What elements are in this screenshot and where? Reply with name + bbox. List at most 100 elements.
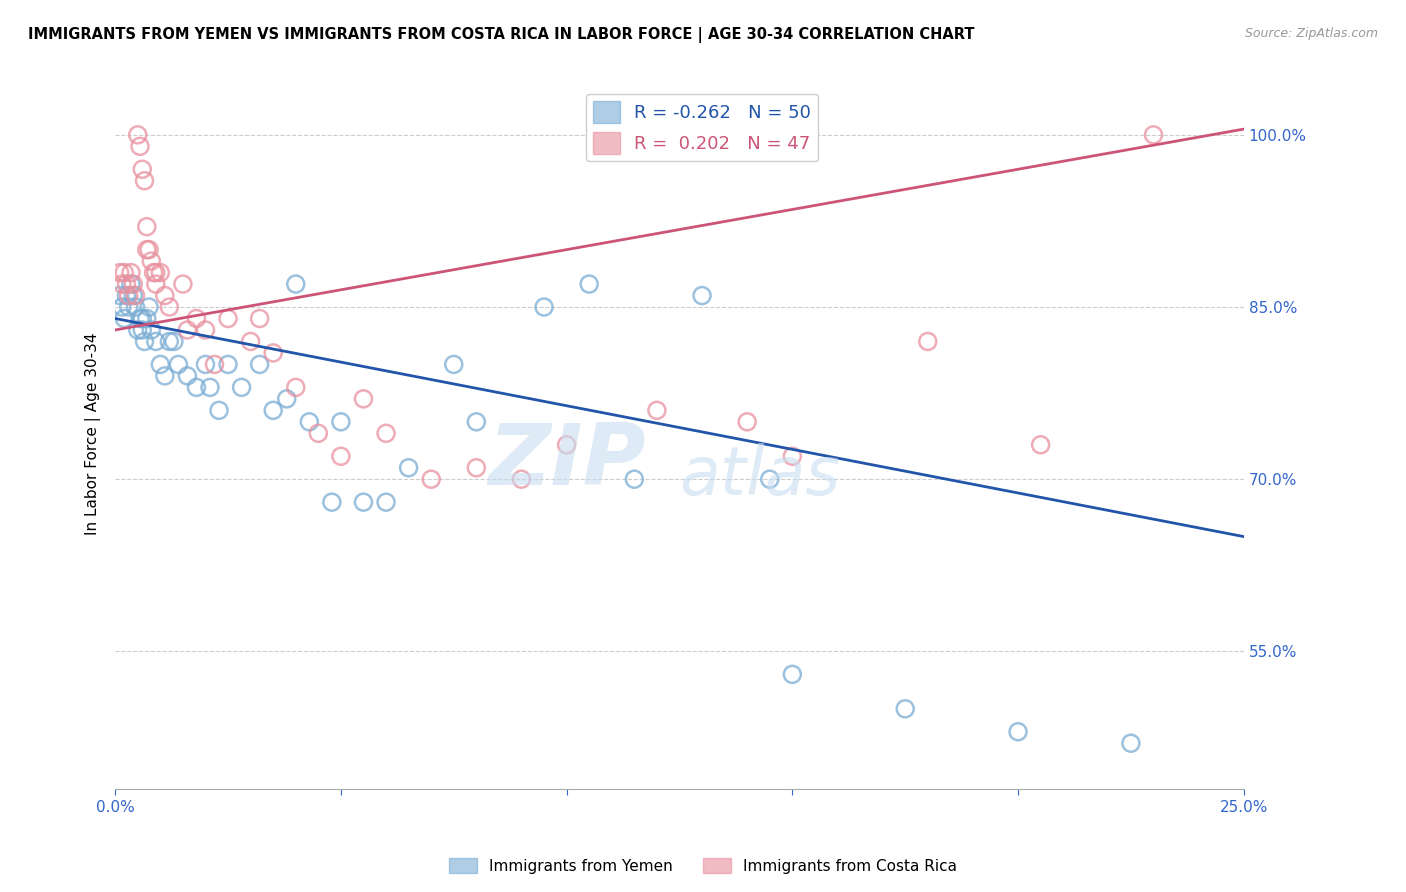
Point (204, 358, 226, 372)
Point (138, 243, 160, 257)
Point (321, 495, 343, 509)
Point (353, 392, 375, 406)
Point (124, 288, 146, 302)
Point (149, 266, 172, 280)
Point (249, 358, 271, 372)
Point (129, 139, 152, 153)
Point (262, 403, 284, 417)
Legend: Immigrants from Yemen, Immigrants from Costa Rica: Immigrants from Yemen, Immigrants from C… (443, 852, 963, 880)
Point (172, 277, 194, 291)
Point (131, 323, 153, 337)
Text: IMMIGRANTS FROM YEMEN VS IMMIGRANTS FROM COSTA RICA IN LABOR FORCE | AGE 30-34 C: IMMIGRANTS FROM YEMEN VS IMMIGRANTS FROM… (28, 27, 974, 43)
Text: Source: ZipAtlas.com: Source: ZipAtlas.com (1244, 27, 1378, 40)
Point (398, 460, 420, 475)
Point (690, 128, 713, 142)
Point (578, 277, 600, 291)
Point (141, 254, 163, 268)
Point (329, 449, 352, 463)
Point (284, 380, 307, 394)
Point (510, 472, 533, 486)
Point (115, 288, 138, 302)
Point (375, 426, 398, 441)
Point (127, 128, 149, 142)
Point (298, 415, 321, 429)
Point (112, 311, 135, 326)
Point (1007, 724, 1029, 739)
Point (375, 495, 398, 509)
Point (149, 358, 172, 372)
Point (122, 288, 145, 302)
Point (329, 415, 352, 429)
Point (194, 323, 217, 337)
Point (307, 426, 329, 441)
Point (782, 449, 804, 463)
Y-axis label: In Labor Force | Age 30-34: In Labor Force | Age 30-34 (86, 332, 101, 534)
Point (217, 311, 239, 326)
Point (145, 334, 167, 349)
Point (194, 358, 217, 372)
Point (153, 288, 176, 302)
Point (115, 277, 138, 291)
Point (145, 266, 167, 280)
Point (555, 438, 578, 452)
Point (135, 311, 157, 326)
Point (111, 300, 134, 314)
Point (122, 277, 145, 291)
Point (443, 358, 465, 372)
Point (645, 403, 668, 417)
Point (690, 288, 713, 302)
Point (153, 368, 176, 383)
Point (108, 266, 131, 280)
Point (208, 403, 231, 417)
Point (276, 392, 298, 406)
Point (1142, 128, 1164, 142)
Point (118, 300, 141, 314)
Point (420, 472, 443, 486)
Point (112, 266, 135, 280)
Point (157, 334, 180, 349)
Point (186, 311, 208, 326)
Point (1119, 736, 1142, 750)
Point (111, 277, 134, 291)
Point (120, 277, 142, 291)
Point (134, 174, 156, 188)
Point (141, 323, 163, 337)
Text: atlas: atlas (679, 443, 841, 509)
Legend: R = -0.262   N = 50, R =  0.202   N = 47: R = -0.262 N = 50, R = 0.202 N = 47 (586, 94, 818, 161)
Point (120, 266, 142, 280)
Point (129, 311, 152, 326)
Point (758, 472, 780, 486)
Point (145, 277, 167, 291)
Point (127, 323, 149, 337)
Point (198, 380, 221, 394)
Point (782, 667, 804, 681)
Point (284, 277, 307, 291)
Point (108, 288, 131, 302)
Text: ZIP: ZIP (488, 420, 645, 503)
Point (176, 323, 198, 337)
Point (118, 288, 141, 302)
Point (239, 334, 262, 349)
Point (157, 300, 180, 314)
Point (138, 300, 160, 314)
Point (353, 495, 375, 509)
Point (131, 311, 153, 326)
Point (176, 368, 198, 383)
Point (533, 300, 555, 314)
Point (131, 162, 153, 177)
Point (163, 334, 186, 349)
Point (134, 334, 156, 349)
Point (735, 415, 758, 429)
Point (623, 472, 645, 486)
Point (124, 300, 146, 314)
Point (262, 346, 284, 360)
Point (465, 415, 488, 429)
Point (142, 266, 165, 280)
Point (186, 380, 208, 394)
Point (249, 311, 271, 326)
Point (894, 702, 917, 716)
Point (167, 358, 190, 372)
Point (465, 460, 488, 475)
Point (217, 358, 239, 372)
Point (917, 334, 939, 349)
